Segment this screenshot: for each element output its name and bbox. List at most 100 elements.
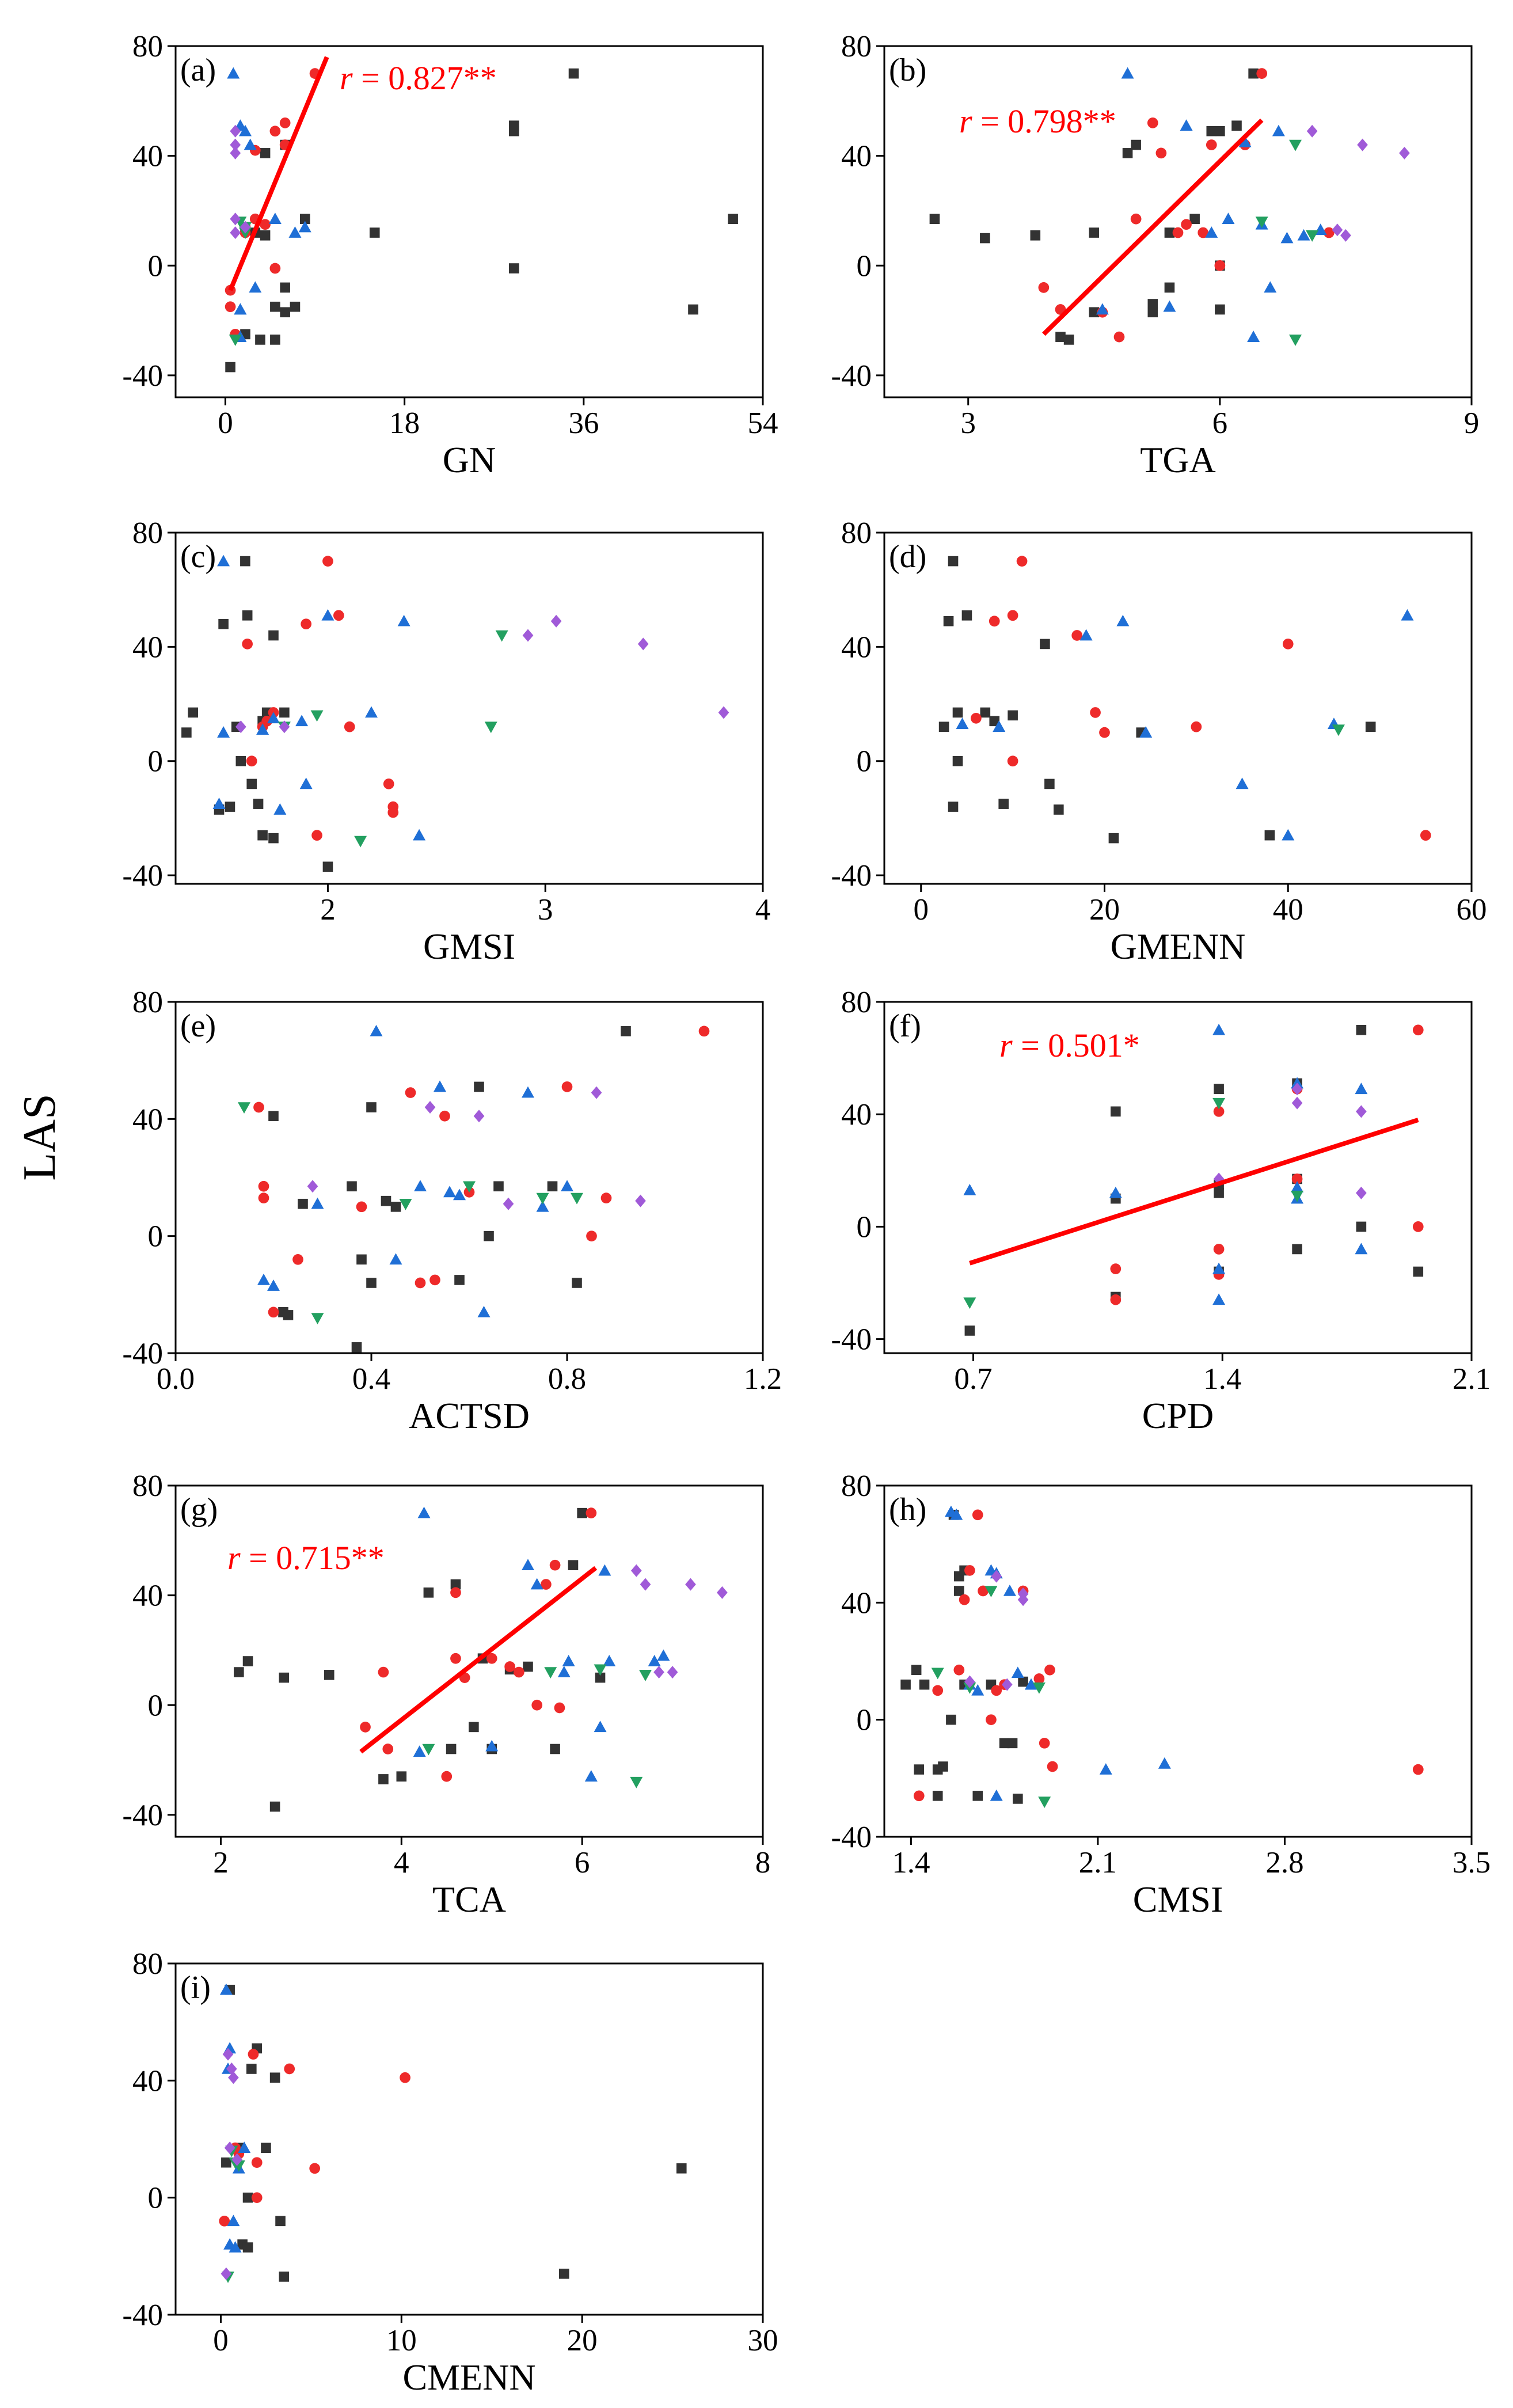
data-point-square [1054,804,1064,815]
series-green-tri-down [931,1586,1051,1808]
data-point-square [242,1656,253,1666]
data-point-circle [953,1664,965,1676]
data-point-triangle-down [1332,724,1345,736]
x-tick-label: 0.4 [352,1362,390,1396]
series-blue-tri-up [944,1505,1171,1801]
x-tick-label: 0.7 [954,1362,992,1396]
data-point-circle [382,1744,394,1754]
data-point-circle [441,1771,453,1782]
data-point-circle [932,1685,944,1696]
panel-label: (e) [180,1008,216,1044]
data-point-triangle-up [321,609,334,621]
data-point-triangle-up [1212,1262,1226,1274]
data-point-square [1248,68,1259,79]
data-point-diamond [226,2063,237,2075]
data-point-square [347,1181,357,1192]
data-point-diamond [473,1110,485,1123]
scatter-panel-f: 0.7 1.4 2.1 -40 0 40 80 CPD (f) r = 0.501* [831,986,1491,1436]
series-blue-tri-up [212,554,426,841]
data-point-triangle-up [370,1024,383,1036]
y-tick-label: 40 [841,1098,872,1131]
series-black-square [938,556,1376,844]
data-point-circle [1016,556,1028,567]
series-red-circle [1110,1024,1424,1305]
data-point-triangle-down [984,1586,998,1597]
data-point-diamond [240,221,251,234]
data-point-circle [242,639,253,650]
data-point-square [938,1761,948,1772]
series-green-tri-down [1255,139,1319,346]
y-tick-label: -40 [122,859,163,892]
data-point-triangle-up [267,1279,280,1291]
data-point-square [1215,126,1225,136]
data-point-diamond [230,138,241,151]
shared-y-axis-label: LAS [14,1093,65,1180]
data-point-square [1147,299,1158,309]
y-tick-label: 80 [841,30,872,63]
data-point-square [961,610,972,621]
correlation-value: = 0.827** [353,59,497,97]
series-black-square [964,1025,1424,1336]
series-blue-tri-up [963,1023,1368,1305]
data-point-diamond [1017,1587,1029,1601]
y-tick-label: 0 [857,745,872,778]
data-point-triangle-up [443,1186,456,1198]
series-red-circle [242,556,399,841]
data-point-circle [1198,227,1209,238]
data-point-circle [1130,213,1142,225]
data-point-square [280,282,290,293]
x-tick-label: 8 [755,1846,771,1879]
data-point-circle [333,610,344,621]
data-point-square [351,1342,362,1353]
correlation-symbol: r [999,1027,1013,1064]
series-red-circle [971,556,1431,841]
scatter-panel-a: 0 18 36 54 -40 0 40 80 GN (a) r = 0.827** [122,30,778,480]
data-point-square [568,68,579,79]
data-point-triangle-up [1011,1666,1024,1678]
data-point-diamond [991,1570,1002,1583]
data-point-square [225,802,235,812]
y-tick-label: -40 [122,1337,163,1370]
data-point-triangle-down [594,1664,607,1676]
x-tick-label: 0.8 [548,1362,586,1396]
scatter-panel-b: 3 6 9 -40 0 40 80 TGA (b) r = 0.798** [831,30,1479,480]
data-point-triangle-up [256,723,269,735]
data-point-square [484,1230,494,1241]
data-point-triangle-up [1163,300,1176,312]
data-point-triangle-up [1247,331,1260,342]
data-point-circle [1420,830,1431,841]
data-point-circle [311,830,322,841]
data-point-circle [429,1274,440,1286]
data-point-diamond [522,629,534,642]
data-point-circle [698,1026,710,1037]
data-point-square [242,2192,253,2203]
data-point-circle [1206,139,1217,150]
data-point-triangle-down [238,1102,250,1114]
data-point-square [279,707,290,718]
data-point-diamond [667,1666,678,1679]
y-tick-label: -40 [122,359,163,393]
x-tick-label: 6 [575,1846,590,1879]
data-point-square [366,1102,377,1112]
x-tick-label: 10 [386,2324,417,2357]
x-tick-label: 4 [755,893,771,926]
data-point-diamond [630,1564,642,1577]
data-point-square [1214,1084,1224,1095]
data-point-diamond [1291,1083,1303,1096]
data-point-triangle-down [544,1667,557,1679]
series-purple-diamond [235,614,729,734]
data-point-circle [586,1230,597,1242]
panel-label: (c) [180,539,216,575]
data-point-triangle-up [1099,1763,1112,1775]
x-tick-label: 2.8 [1265,1846,1303,1879]
data-point-triangle-up [311,1197,324,1209]
data-point-triangle-up [413,829,426,841]
data-point-circle [309,2163,321,2174]
correlation-label: r = 0.798** [959,102,1116,140]
data-point-triangle-down [1289,139,1302,151]
data-point-circle [486,1653,497,1664]
data-point-square [1055,332,1066,342]
data-point-square [946,1714,956,1725]
data-point-square [929,214,940,225]
data-point-square [356,1254,367,1265]
